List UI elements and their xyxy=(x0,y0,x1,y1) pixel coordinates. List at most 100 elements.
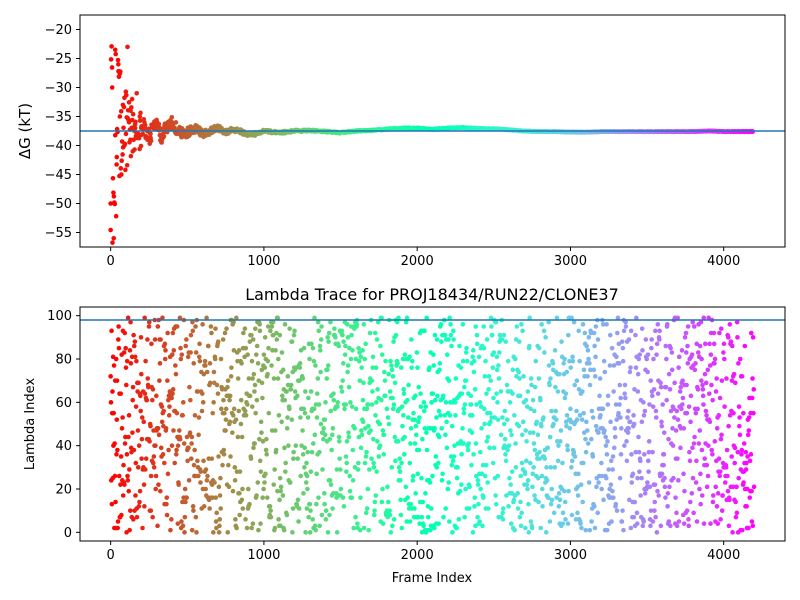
data-point xyxy=(609,345,615,351)
data-point xyxy=(207,361,213,366)
data-point xyxy=(370,365,376,370)
data-point xyxy=(664,397,669,403)
data-point xyxy=(432,397,438,403)
y-tick-label: 40 xyxy=(55,439,72,454)
data-point xyxy=(217,517,223,522)
data-point xyxy=(159,419,165,425)
data-point xyxy=(601,497,606,503)
data-point xyxy=(292,389,298,394)
data-point xyxy=(718,326,724,331)
data-point xyxy=(272,525,278,531)
data-point xyxy=(132,147,137,152)
data-point xyxy=(137,499,142,505)
data-point xyxy=(115,447,120,453)
data-point xyxy=(563,391,569,396)
data-point xyxy=(528,376,534,381)
data-point xyxy=(695,350,701,355)
data-point xyxy=(413,393,418,399)
data-point xyxy=(346,384,352,390)
data-point xyxy=(681,426,687,431)
data-point xyxy=(505,447,510,453)
data-point xyxy=(565,521,571,526)
data-point xyxy=(123,89,129,95)
data-point xyxy=(110,389,115,394)
data-point xyxy=(139,415,145,420)
y-tick-label: 80 xyxy=(55,353,72,368)
data-point xyxy=(460,358,466,364)
data-point xyxy=(275,488,280,494)
data-point xyxy=(141,482,147,487)
data-point xyxy=(413,491,418,496)
data-point xyxy=(322,432,328,438)
data-point xyxy=(520,328,525,334)
data-point xyxy=(700,382,705,388)
data-point xyxy=(523,525,528,531)
data-point xyxy=(524,439,529,444)
data-point xyxy=(482,473,488,479)
data-point xyxy=(408,426,414,431)
data-point xyxy=(591,330,597,336)
data-point xyxy=(475,514,480,520)
data-point xyxy=(145,376,151,381)
bottom-chart-title: Lambda Trace for PROJ18434/RUN22/CLONE37 xyxy=(245,285,619,304)
data-point xyxy=(131,343,137,349)
data-point xyxy=(232,465,238,470)
data-point xyxy=(452,443,457,448)
data-point xyxy=(169,517,174,522)
data-point xyxy=(549,497,555,503)
data-point xyxy=(494,391,499,396)
data-point xyxy=(287,480,293,485)
data-point xyxy=(494,367,500,373)
data-point xyxy=(237,491,242,496)
data-point xyxy=(287,326,292,331)
data-point xyxy=(116,324,121,329)
data-point xyxy=(183,343,189,349)
data-point xyxy=(282,397,288,403)
data-point xyxy=(381,432,387,438)
data-point xyxy=(346,434,352,440)
data-point xyxy=(301,406,307,412)
data-point xyxy=(111,190,116,195)
data-point xyxy=(459,391,465,396)
data-point xyxy=(626,337,632,342)
data-point xyxy=(471,452,476,457)
data-point xyxy=(417,521,422,526)
data-point xyxy=(750,376,755,381)
data-point xyxy=(501,506,506,511)
data-point xyxy=(516,339,522,344)
data-point xyxy=(297,365,303,370)
data-point xyxy=(575,510,580,516)
data-point xyxy=(216,530,222,535)
data-point xyxy=(503,458,509,464)
data-point xyxy=(544,465,549,470)
data-point xyxy=(530,397,536,403)
data-point xyxy=(704,462,710,468)
data-point xyxy=(570,358,576,364)
data-point xyxy=(118,166,124,171)
data-point xyxy=(539,473,545,479)
data-point xyxy=(708,521,713,526)
data-point xyxy=(349,495,355,500)
data-point xyxy=(638,458,643,464)
data-point xyxy=(115,525,121,531)
data-point xyxy=(308,389,314,394)
data-point xyxy=(350,348,355,353)
data-point xyxy=(594,484,599,490)
data-point xyxy=(241,330,246,336)
data-point xyxy=(308,469,314,474)
data-point xyxy=(220,462,225,468)
data-point xyxy=(639,419,645,425)
data-point xyxy=(390,374,396,379)
data-point xyxy=(495,400,500,405)
data-point xyxy=(420,499,425,505)
data-point xyxy=(204,478,210,483)
data-point xyxy=(685,343,690,349)
data-point xyxy=(124,162,130,168)
data-point xyxy=(748,330,754,336)
data-point xyxy=(280,393,285,399)
data-point xyxy=(416,419,421,425)
data-point xyxy=(142,315,147,321)
data-point xyxy=(584,343,589,349)
data-point xyxy=(711,341,717,347)
data-point xyxy=(737,423,742,429)
